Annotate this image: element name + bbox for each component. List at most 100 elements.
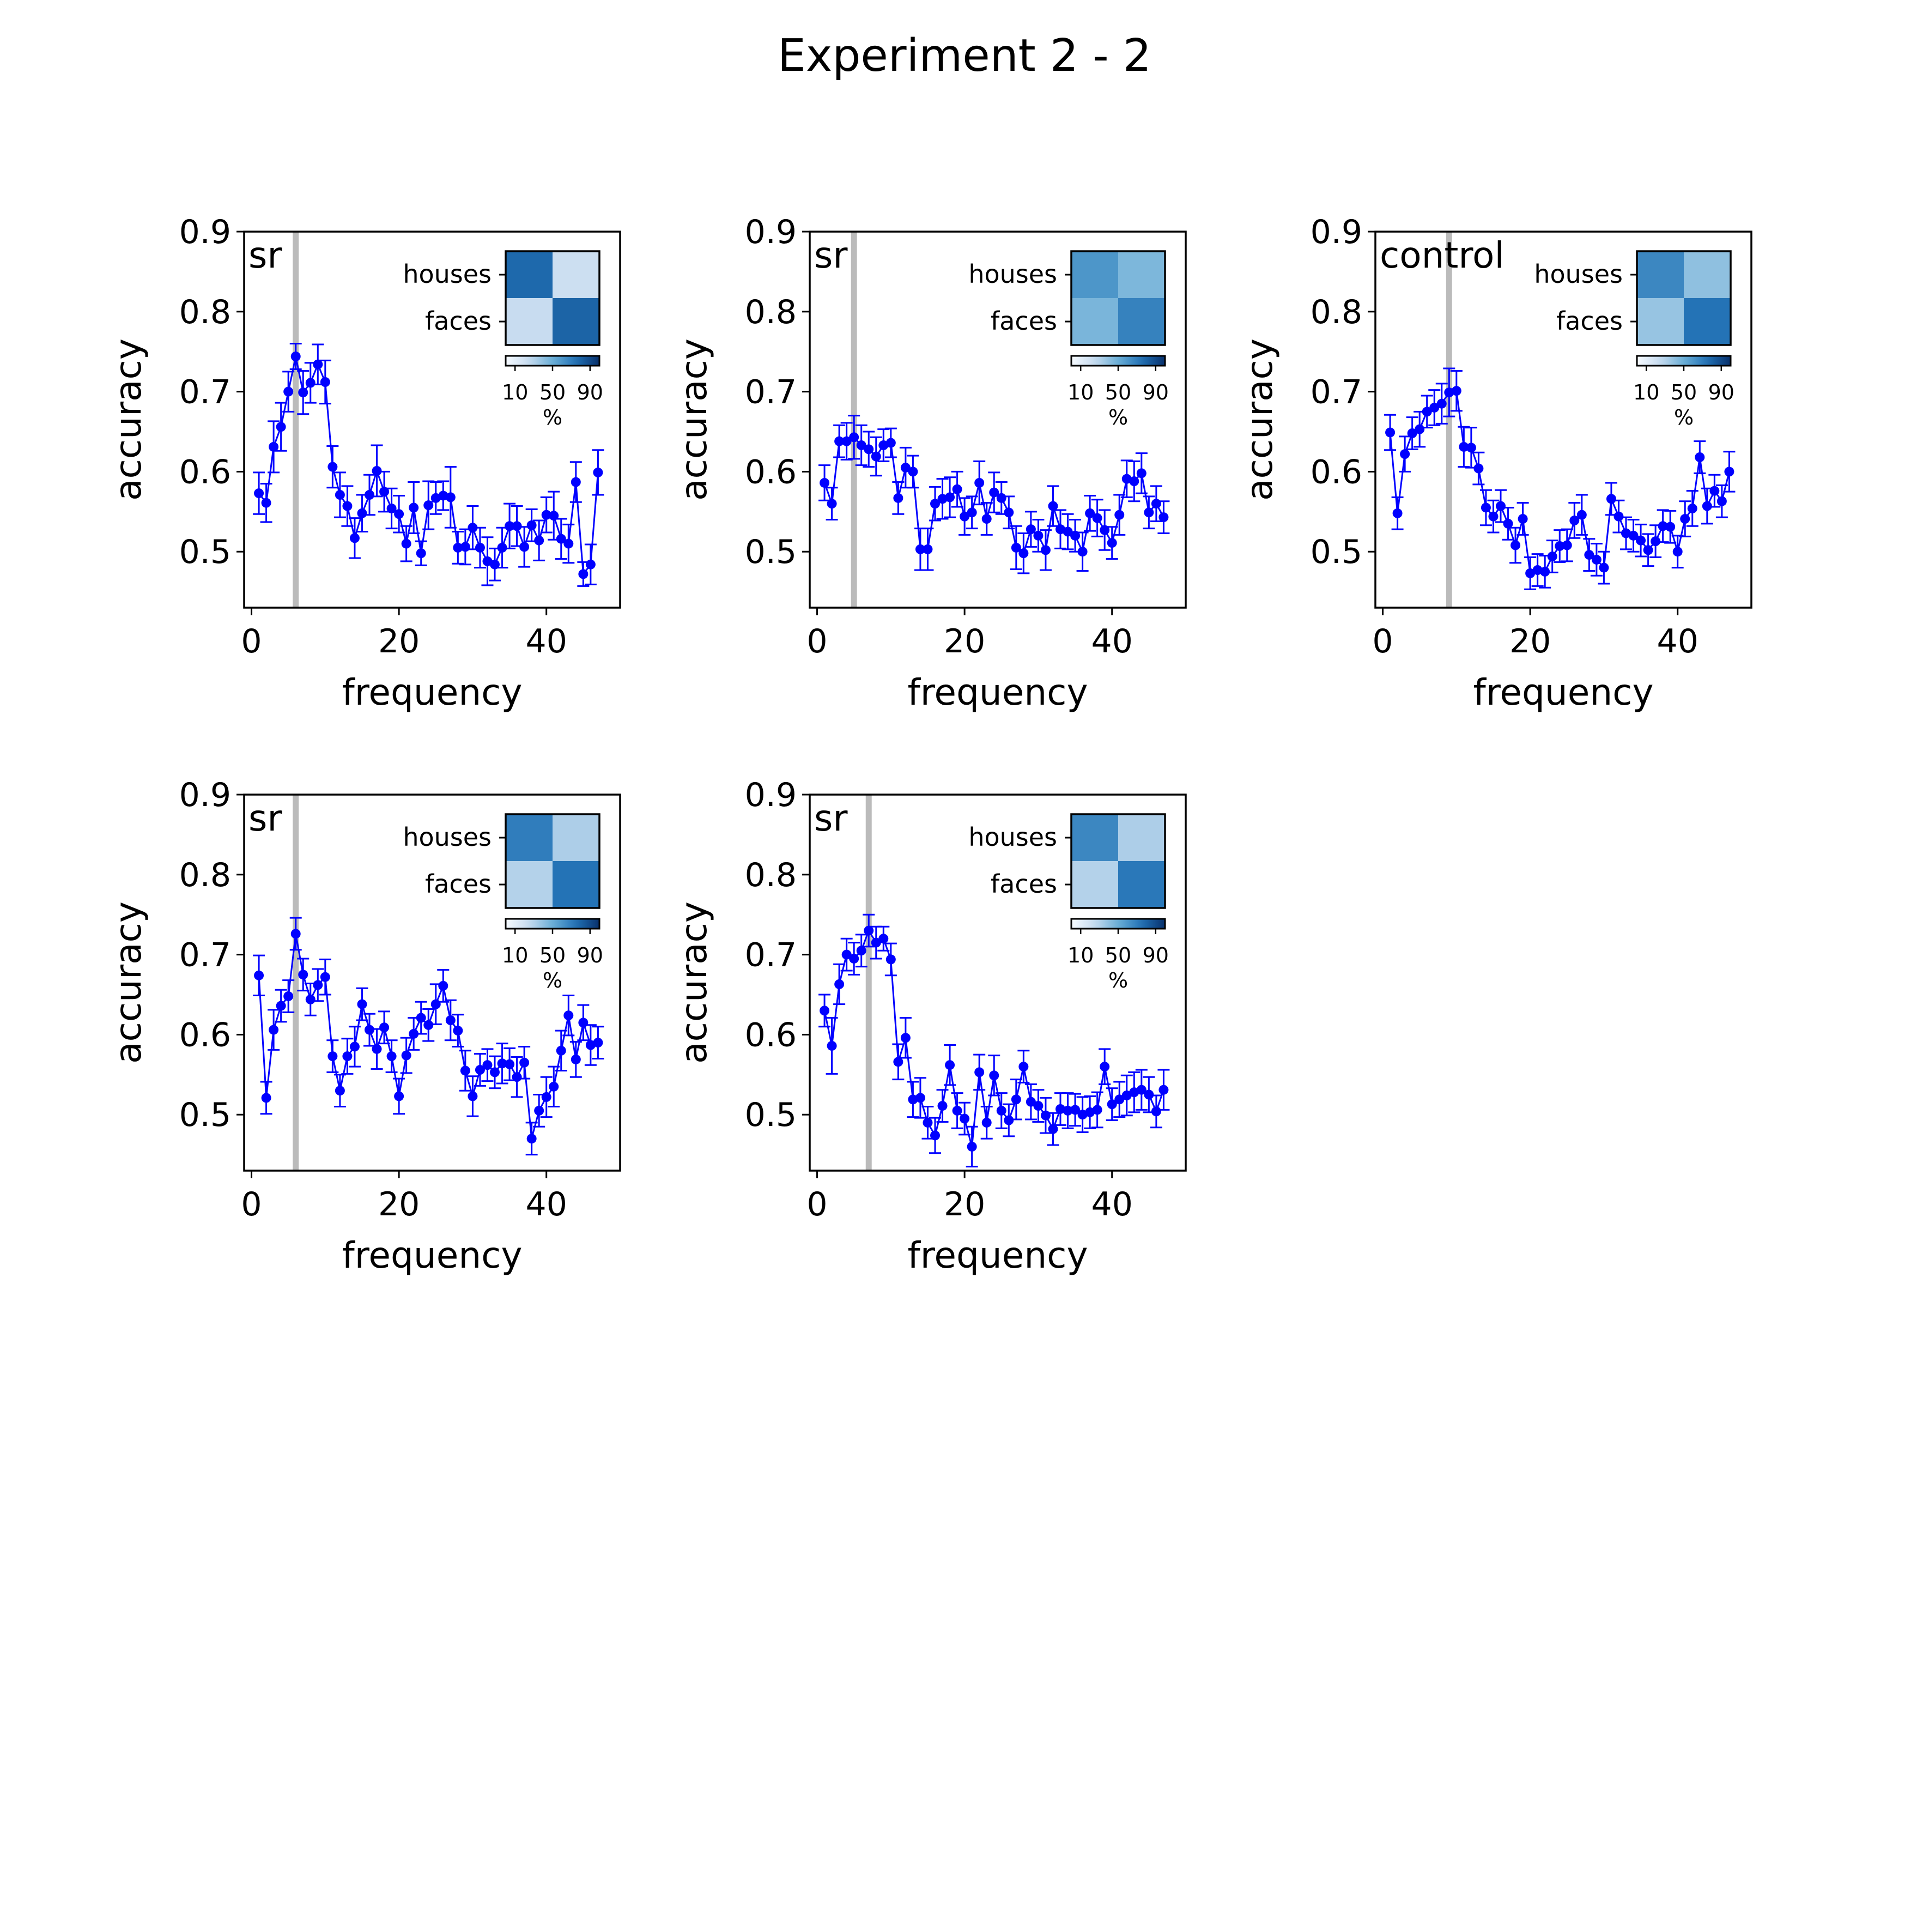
- data-point: [937, 494, 948, 504]
- data-point: [1085, 508, 1095, 518]
- confusion-frame: [505, 813, 600, 909]
- colorbar-tick-label: 50: [1105, 380, 1131, 404]
- data-point: [945, 492, 955, 502]
- data-point: [1048, 1124, 1058, 1134]
- data-point: [1444, 387, 1454, 398]
- y-tick-label: 0.6: [179, 1016, 231, 1054]
- data-point: [349, 533, 360, 543]
- axes-frame: [809, 231, 1187, 609]
- y-tick-label: 0.9: [745, 213, 797, 251]
- colorbar-label: %: [543, 968, 562, 992]
- data-point: [1129, 1087, 1139, 1098]
- data-point: [327, 1051, 338, 1062]
- confusion-cell: [1637, 251, 1684, 298]
- data-point: [1702, 501, 1712, 511]
- confusion-cell: [553, 861, 599, 908]
- colorbar-tick-label: 10: [1067, 380, 1094, 404]
- data-point: [305, 378, 316, 388]
- data-point: [534, 535, 544, 546]
- data-point: [1100, 1062, 1110, 1072]
- data-point: [1056, 524, 1065, 535]
- data-point: [519, 1057, 530, 1068]
- data-point: [885, 438, 896, 448]
- data-point: [1503, 518, 1513, 529]
- data-point: [849, 432, 859, 443]
- data-point: [1136, 468, 1147, 479]
- data-point: [1576, 510, 1587, 520]
- data-point: [505, 521, 515, 531]
- data-point: [1136, 1085, 1147, 1095]
- data-point: [1151, 1106, 1161, 1117]
- data-point: [269, 1025, 279, 1035]
- data-point: [1107, 538, 1117, 548]
- data-point: [283, 386, 294, 397]
- data-point: [1451, 386, 1461, 396]
- data-point: [409, 502, 419, 513]
- data-point: [1151, 499, 1161, 509]
- data-point: [1085, 1107, 1095, 1117]
- data-point: [1488, 511, 1499, 522]
- data-point: [1144, 1089, 1154, 1100]
- data-point: [915, 1093, 925, 1103]
- confusion-cell: [506, 298, 553, 345]
- data-point: [578, 1018, 589, 1028]
- data-point: [1562, 540, 1572, 550]
- data-point: [989, 1070, 999, 1081]
- data-point: [1011, 542, 1021, 553]
- data-point: [401, 1050, 411, 1061]
- data-point: [1018, 548, 1029, 559]
- data-point: [335, 490, 345, 500]
- y-axis-label: accuracy: [673, 901, 715, 1064]
- y-tick-label: 0.7: [179, 936, 231, 974]
- data-point: [549, 1081, 559, 1092]
- y-axis-label: accuracy: [1239, 338, 1281, 501]
- confusion-cell: [1684, 298, 1731, 345]
- data-point: [827, 1040, 837, 1051]
- data-point: [1687, 503, 1697, 513]
- data-point: [974, 477, 985, 488]
- data-point: [460, 1065, 470, 1076]
- data-point: [1063, 1105, 1073, 1116]
- x-axis-label: frequency: [342, 1234, 522, 1276]
- data-point: [1158, 1085, 1169, 1095]
- x-tick-label: 20: [378, 1185, 420, 1224]
- data-point: [342, 501, 353, 511]
- x-tick-label: 40: [526, 622, 567, 661]
- data-point: [430, 493, 441, 503]
- data-point: [571, 477, 581, 487]
- x-tick-label: 0: [806, 1185, 827, 1224]
- data-point: [1011, 1094, 1021, 1105]
- axes-frame: [243, 231, 621, 609]
- data-point: [1415, 424, 1425, 434]
- data-point: [856, 440, 866, 450]
- figure-title: Experiment 2 - 2: [778, 30, 1151, 82]
- y-axis-label: accuracy: [107, 901, 149, 1064]
- data-point: [937, 1101, 948, 1111]
- data-point: [1158, 512, 1169, 523]
- data-point: [1026, 524, 1036, 535]
- colorbar-tick-label: 50: [539, 380, 566, 404]
- data-point: [967, 507, 977, 518]
- data-point: [1473, 463, 1484, 474]
- data-point: [1628, 530, 1639, 541]
- data-point: [365, 1025, 374, 1035]
- confusion-row-label: houses: [1534, 259, 1623, 289]
- data-point: [497, 1058, 507, 1069]
- x-axis-label: frequency: [907, 1234, 1088, 1276]
- panel-label: sr: [814, 797, 848, 839]
- y-tick-label: 0.8: [179, 293, 231, 331]
- data-point: [1436, 398, 1447, 409]
- data-point: [989, 487, 999, 498]
- y-tick-label: 0.5: [745, 1096, 797, 1134]
- data-point: [820, 1006, 830, 1016]
- data-point: [386, 503, 397, 513]
- data-point: [1716, 496, 1727, 506]
- data-point: [1525, 568, 1536, 578]
- y-tick-label: 0.6: [745, 1016, 797, 1054]
- data-point: [1606, 494, 1616, 504]
- confusion-cell: [553, 251, 599, 298]
- data-point: [1385, 427, 1396, 438]
- y-tick-label: 0.6: [745, 453, 797, 491]
